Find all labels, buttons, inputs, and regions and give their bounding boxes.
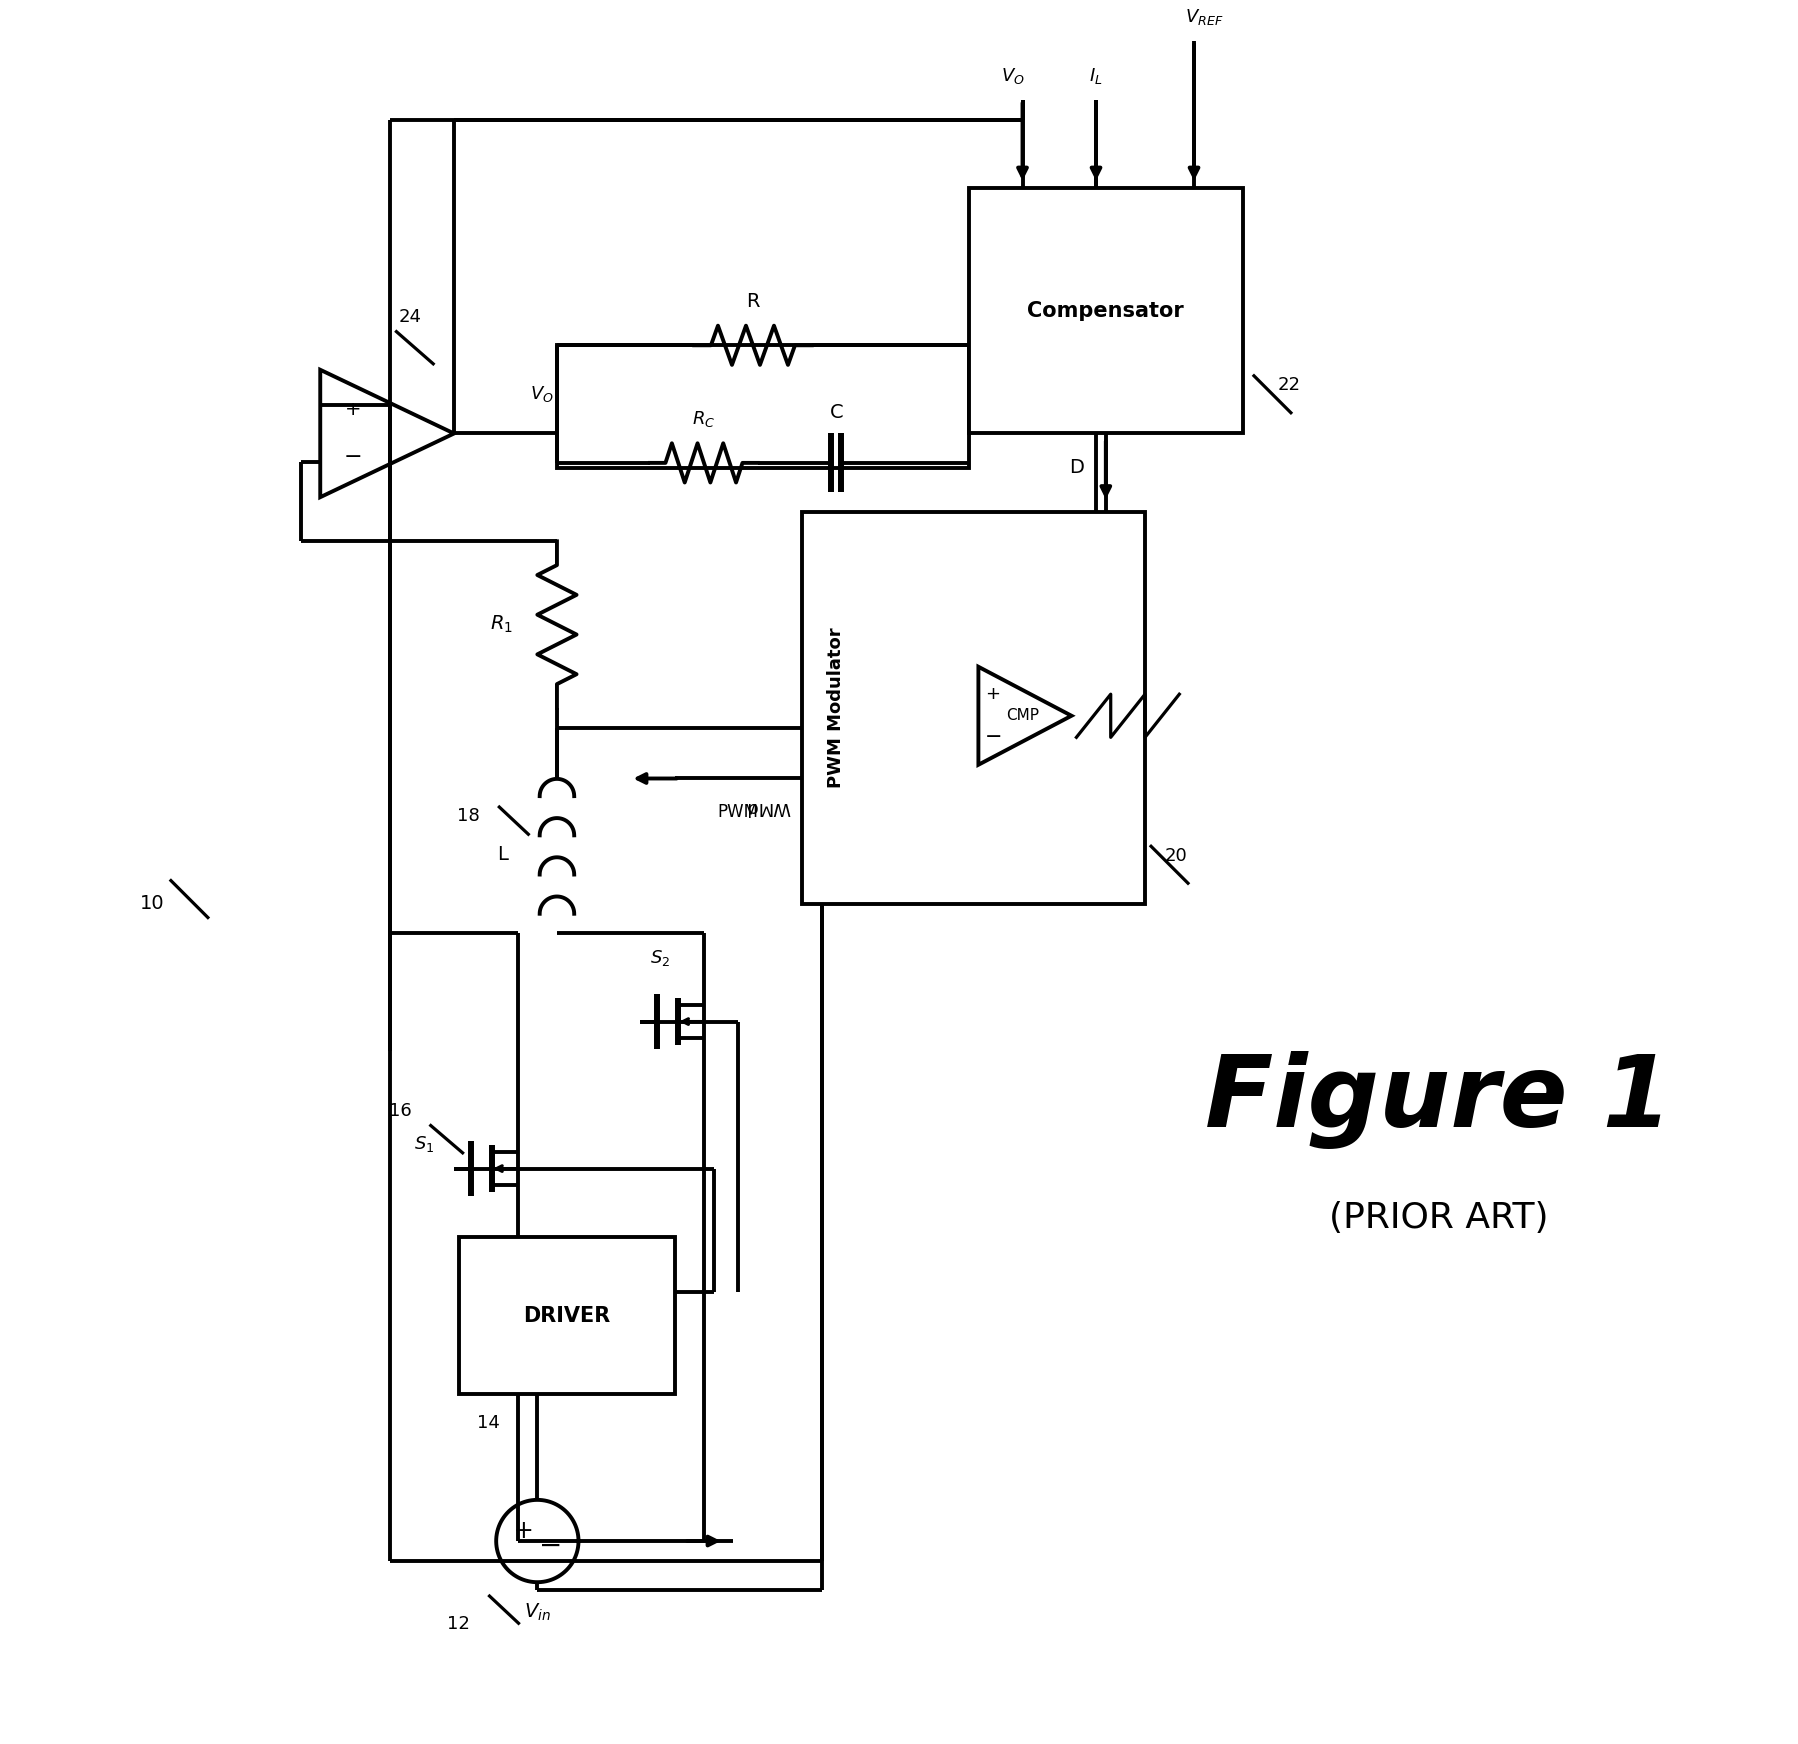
Text: 18: 18: [457, 807, 480, 825]
Text: 10: 10: [140, 895, 165, 914]
Text: $V_O$: $V_O$: [530, 384, 554, 405]
Text: $S_1$: $S_1$: [414, 1134, 435, 1155]
Text: WMd: WMd: [744, 799, 789, 816]
Text: $I_L$: $I_L$: [1088, 66, 1102, 85]
Text: 14: 14: [476, 1414, 500, 1432]
Text: $V_O$: $V_O$: [1000, 66, 1025, 85]
Text: Figure 1: Figure 1: [1205, 1052, 1672, 1149]
Text: $R_1$: $R_1$: [489, 614, 512, 635]
Text: 12: 12: [448, 1615, 469, 1632]
Text: +: +: [985, 685, 1000, 703]
Text: PWM Modulator: PWM Modulator: [827, 628, 845, 788]
Text: CMP: CMP: [1005, 708, 1039, 724]
Text: C: C: [829, 403, 843, 422]
Text: −: −: [343, 446, 361, 467]
Text: R: R: [746, 291, 759, 310]
Text: +: +: [514, 1519, 534, 1543]
Text: 16: 16: [388, 1102, 412, 1120]
Text: L: L: [498, 846, 509, 865]
FancyBboxPatch shape: [458, 1236, 674, 1393]
Text: Compensator: Compensator: [1027, 302, 1183, 321]
Text: $R_C$: $R_C$: [692, 408, 716, 429]
Text: −: −: [984, 727, 1001, 748]
Text: 20: 20: [1163, 848, 1187, 865]
FancyBboxPatch shape: [802, 513, 1144, 903]
Text: $S_2$: $S_2$: [649, 947, 669, 968]
FancyBboxPatch shape: [967, 188, 1242, 434]
Text: +: +: [345, 401, 361, 420]
Text: 24: 24: [397, 307, 421, 326]
Text: 22: 22: [1277, 377, 1300, 394]
Text: PWM: PWM: [717, 802, 759, 821]
Text: (PRIOR ART): (PRIOR ART): [1329, 1200, 1548, 1235]
Text: $V_{in}$: $V_{in}$: [523, 1601, 550, 1624]
Text: −: −: [539, 1531, 563, 1559]
Text: $V_{REF}$: $V_{REF}$: [1183, 7, 1223, 26]
Text: DRIVER: DRIVER: [523, 1306, 610, 1325]
Text: D: D: [1068, 459, 1082, 478]
